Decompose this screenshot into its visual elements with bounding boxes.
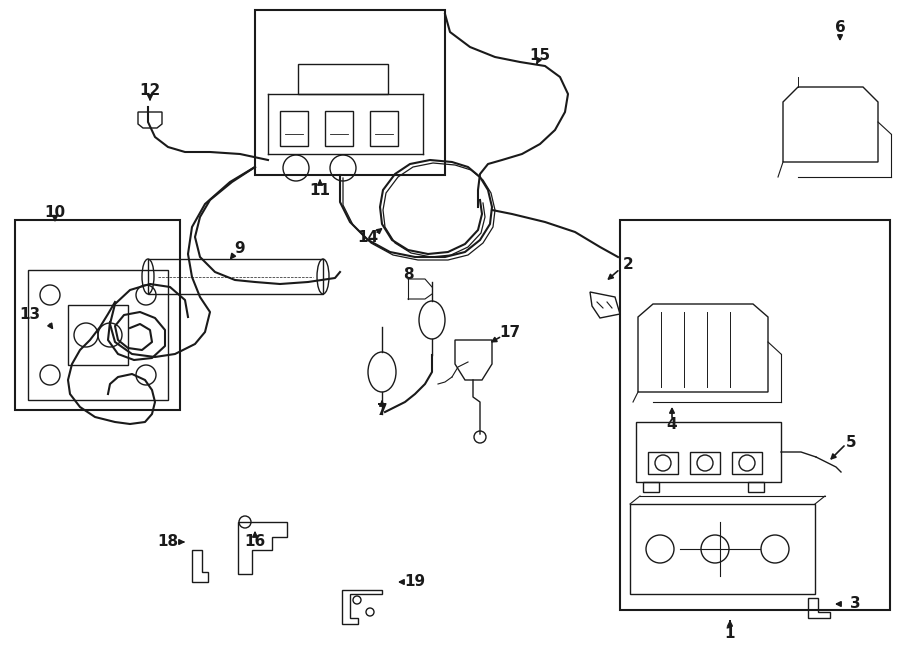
Bar xyxy=(732,452,762,474)
Text: 2: 2 xyxy=(623,256,634,271)
Text: 1: 1 xyxy=(724,626,735,641)
Text: 6: 6 xyxy=(834,19,845,34)
Text: 19: 19 xyxy=(404,575,426,589)
Text: 15: 15 xyxy=(529,48,551,62)
Bar xyxy=(630,504,815,594)
Text: 16: 16 xyxy=(245,534,266,549)
Text: 3: 3 xyxy=(850,596,860,612)
Text: 11: 11 xyxy=(310,183,330,197)
Bar xyxy=(15,220,180,410)
Text: 5: 5 xyxy=(846,434,856,449)
Bar xyxy=(148,259,323,294)
Bar xyxy=(298,64,388,94)
Text: 12: 12 xyxy=(140,83,160,97)
Bar xyxy=(370,111,398,146)
Text: 14: 14 xyxy=(357,230,379,244)
Bar xyxy=(68,305,128,365)
Bar xyxy=(325,111,353,146)
Text: 13: 13 xyxy=(20,307,40,322)
Text: 10: 10 xyxy=(44,205,66,220)
Bar xyxy=(690,452,720,474)
Bar xyxy=(255,10,445,175)
Text: 17: 17 xyxy=(500,324,520,340)
Text: 9: 9 xyxy=(235,240,246,256)
Bar xyxy=(648,452,678,474)
Text: 8: 8 xyxy=(402,267,413,281)
Bar xyxy=(620,220,890,610)
Bar xyxy=(280,111,308,146)
Text: 7: 7 xyxy=(377,402,387,418)
Text: 4: 4 xyxy=(667,416,678,432)
Text: 18: 18 xyxy=(158,534,178,549)
